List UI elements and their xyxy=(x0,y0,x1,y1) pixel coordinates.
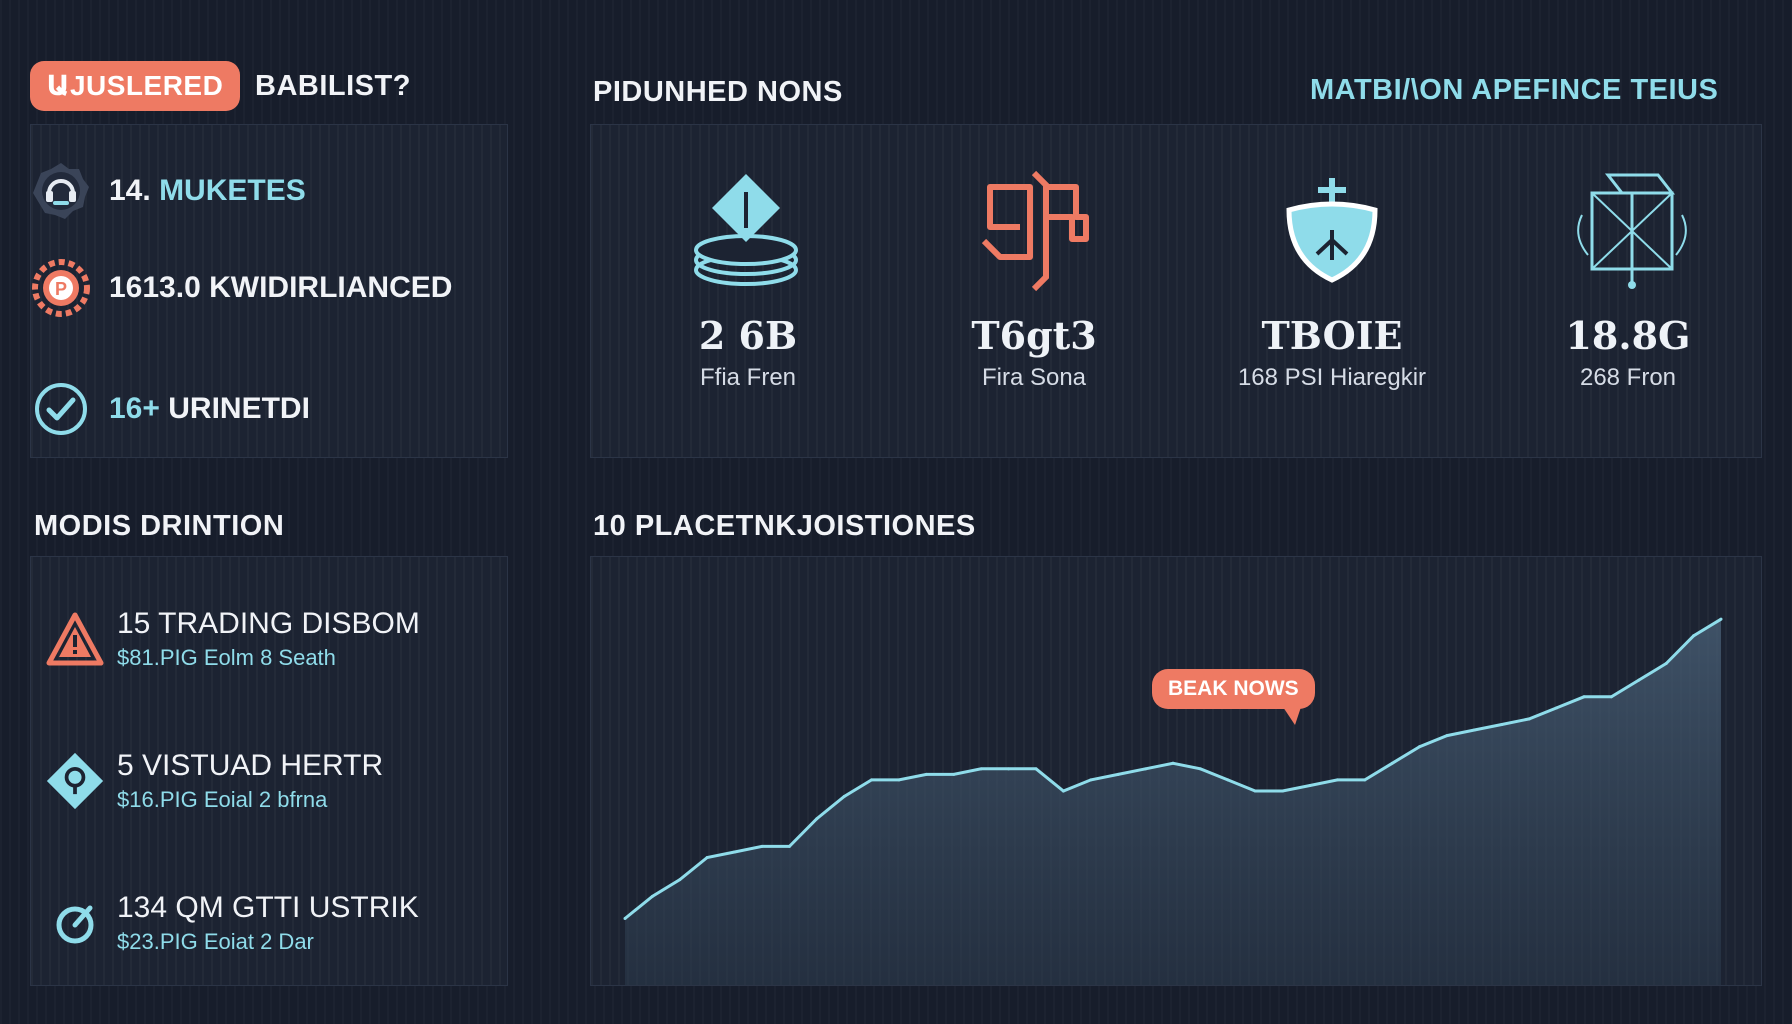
section-title-right: MATBI/\ON APEFINCE TEIUS xyxy=(1310,74,1719,106)
headset-badge-icon xyxy=(31,161,91,221)
chart-point xyxy=(952,772,956,776)
risk-sub: $16.PIG Eoial 2 bfrna xyxy=(117,787,328,812)
summary-panel: 14. MUKETES P 1613.0 KWIDIRLIANCED 16+ U… xyxy=(30,124,508,458)
chart-point xyxy=(623,916,627,920)
chart-callout[interactable]: BEAK NOWS xyxy=(1152,669,1315,725)
chart-point xyxy=(1007,767,1011,771)
chart-point xyxy=(1034,767,1038,771)
risk-item[interactable]: 134 QM GTTI USTRIK $23.PIG Eoiat 2 Dar xyxy=(45,891,419,955)
chart-point xyxy=(1527,717,1531,721)
risk-item[interactable]: 15 TRADING DISBOM $81.PIG Eolm 8 Seath xyxy=(45,607,420,671)
orange-arrow-symbol-icon xyxy=(919,165,1149,295)
chart-point xyxy=(1445,734,1449,738)
chart-point xyxy=(650,894,654,898)
chart-point xyxy=(787,844,791,848)
risks-title: MODIS DRINTION xyxy=(34,510,285,542)
chart-point xyxy=(1335,778,1339,782)
chart-point xyxy=(1116,772,1120,776)
stat-caption: 168 PSI Hiaregkir xyxy=(1237,364,1427,391)
summary-row[interactable]: 16+ URINETDI xyxy=(31,379,310,439)
chart-point xyxy=(1500,722,1504,726)
chart-point xyxy=(1472,728,1476,732)
summary-row[interactable]: 14. MUKETES xyxy=(31,161,306,221)
chart-point xyxy=(924,772,928,776)
chart-point xyxy=(1390,761,1394,765)
chart-point xyxy=(870,778,874,782)
summary-value: 16+ xyxy=(109,392,160,425)
chart-point xyxy=(897,778,901,782)
chart-point xyxy=(979,767,983,771)
chart-point xyxy=(1089,778,1093,782)
stat-value: 18.8G xyxy=(1565,313,1691,358)
chart-point xyxy=(1061,789,1065,793)
stat-caption: Ffia Fren xyxy=(699,364,797,391)
chart-point xyxy=(1281,789,1285,793)
risk-title: 15 TRADING DISBOM xyxy=(117,607,420,640)
chart-point xyxy=(1719,617,1723,621)
stat-value: 2 6B xyxy=(698,313,798,358)
risk-sub: $23.PIG Eoiat 2 Dar xyxy=(117,929,314,954)
stat-card[interactable]: 18.8G 268 Fron xyxy=(1513,165,1743,392)
chart-point xyxy=(842,795,846,799)
stat-caption: Fira Sona xyxy=(981,364,1087,391)
summary-label: URINETDI xyxy=(168,392,310,425)
summary-value: 1613.0 xyxy=(109,271,201,304)
chart-point xyxy=(1609,695,1613,699)
chart-point xyxy=(1582,695,1586,699)
chart-point xyxy=(1226,778,1230,782)
wireframe-cube-icon xyxy=(1513,165,1743,295)
status-badge[interactable]: ԱJUSLERED xyxy=(30,61,240,111)
chart-point xyxy=(1171,761,1175,765)
svg-text:P: P xyxy=(55,279,67,299)
gauge-check-icon xyxy=(45,893,105,953)
summary-value: 14. xyxy=(109,174,151,207)
coin-stack-diamond-icon xyxy=(633,165,863,295)
summary-label: KWIDIRLIANCED xyxy=(209,271,453,304)
section-title-center: PIDUNHED NONS xyxy=(593,76,843,108)
chart-point xyxy=(678,878,682,882)
stat-value: T6gt3 xyxy=(971,313,1097,358)
chart-point xyxy=(1144,767,1148,771)
warning-triangle-icon xyxy=(45,609,105,669)
risks-panel: 15 TRADING DISBOM $81.PIG Eolm 8 Seath 5… xyxy=(30,556,508,986)
page-subtitle: BABILIST? xyxy=(255,70,411,102)
stat-card[interactable]: T6gt3 Fira Sona xyxy=(919,165,1149,392)
diamond-pin-icon xyxy=(45,751,105,811)
chart-point xyxy=(733,850,737,854)
chart-point xyxy=(1363,778,1367,782)
summary-label: MUKETES xyxy=(159,174,306,207)
chart-title: 10 PLACETNKJOISTIONES xyxy=(593,510,976,542)
chart-point xyxy=(1253,789,1257,793)
risk-title: 5 VISTUAD HERTR xyxy=(117,749,384,782)
stat-card[interactable]: TBOIE 168 PSI Hiaregkir xyxy=(1217,165,1447,392)
chart-point xyxy=(1198,767,1202,771)
stat-value: TBOIE xyxy=(1261,313,1403,358)
risk-sub: $81.PIG Eolm 8 Seath xyxy=(117,645,336,670)
shield-plus-icon xyxy=(1217,165,1447,295)
stat-caption: 268 Fron xyxy=(1579,364,1677,391)
stats-panel: 2 6B Ffia Fren T6gt3 Fira Sona TBOIE 168… xyxy=(590,124,1762,458)
chart-point xyxy=(760,844,764,848)
area-chart xyxy=(623,617,1723,985)
orange-gear-badge-icon: P xyxy=(31,258,91,318)
chart-point xyxy=(1692,634,1696,638)
chart-point xyxy=(1664,662,1668,666)
risk-title: 134 QM GTTI USTRIK xyxy=(117,891,419,924)
chart-point xyxy=(705,856,709,860)
stat-card[interactable]: 2 6B Ffia Fren xyxy=(633,165,863,392)
summary-row[interactable]: P 1613.0 KWIDIRLIANCED xyxy=(31,258,452,318)
chart-panel xyxy=(590,556,1762,986)
check-circle-icon xyxy=(31,379,91,439)
chart-point xyxy=(1418,745,1422,749)
risk-item[interactable]: 5 VISTUAD HERTR $16.PIG Eoial 2 bfrna xyxy=(45,749,383,813)
chart-point xyxy=(1555,706,1559,710)
chart-point xyxy=(1637,678,1641,682)
chart-point xyxy=(815,817,819,821)
chart-point xyxy=(1308,783,1312,787)
chart-area-fill xyxy=(625,619,1721,985)
